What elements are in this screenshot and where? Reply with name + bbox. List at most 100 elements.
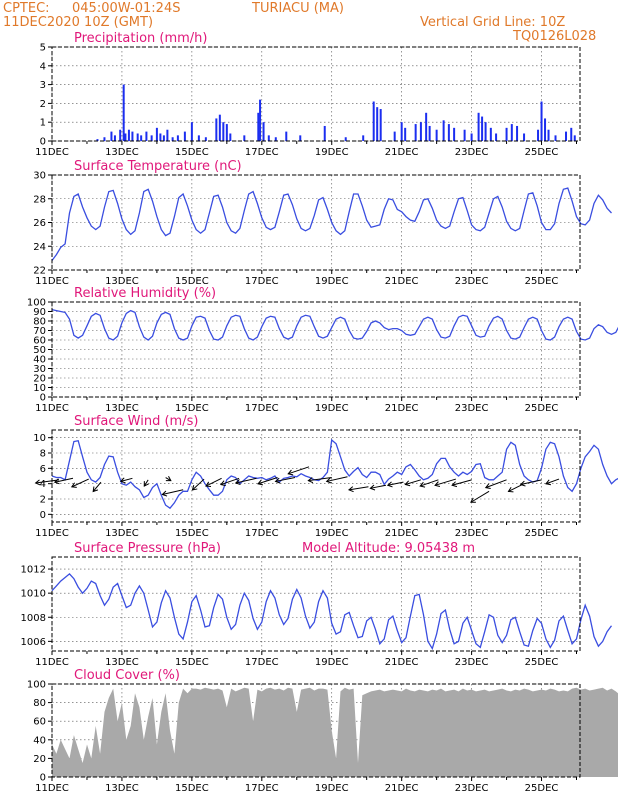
wind-vector-head xyxy=(234,479,241,486)
wind-vector xyxy=(92,481,102,492)
rh-title: Relative Humidity (%) xyxy=(74,286,216,301)
station-label: TURIACU (MA) xyxy=(252,1,344,16)
wind-vector-head xyxy=(386,481,393,488)
x-tick-label: 17DEC xyxy=(245,403,279,414)
pressure-line xyxy=(51,573,613,651)
precip-bar xyxy=(171,137,174,141)
x-tick-label: 19DEC xyxy=(315,276,349,287)
wind-vector xyxy=(485,479,507,489)
precip-bar xyxy=(447,124,450,141)
precip-bar xyxy=(110,131,113,141)
precip-bar xyxy=(274,137,277,141)
pressure-frame xyxy=(51,556,581,652)
wind-vector-head xyxy=(34,479,41,486)
y-tick-label: 1 xyxy=(40,118,46,129)
precip-bar xyxy=(323,125,326,141)
precip-bar xyxy=(453,127,456,141)
cloud-title: Cloud Cover (%) xyxy=(74,668,180,683)
wind-vector-head xyxy=(451,481,458,488)
x-tick-label: 13DEC xyxy=(105,528,139,539)
y-tick-label: 0 xyxy=(40,137,46,148)
x-tick-label: 21DEC xyxy=(385,783,419,794)
y-tick-label: 5 xyxy=(40,43,46,54)
x-tick-label: 13DEC xyxy=(105,276,139,287)
x-tick-label: 11DEC xyxy=(35,276,69,287)
precip-bar xyxy=(400,122,403,141)
precip-bar xyxy=(176,135,179,141)
wind-vector-head xyxy=(205,481,212,487)
precip-bar xyxy=(222,122,225,141)
precip-bar xyxy=(510,124,513,141)
y-tick-label: 2 xyxy=(40,495,46,506)
rh-frame xyxy=(51,301,581,398)
x-tick-label: 25DEC xyxy=(525,528,559,539)
wind-vector-head xyxy=(419,481,426,488)
precip-bar xyxy=(419,122,422,141)
x-tick-label: 23DEC xyxy=(455,147,489,158)
x-tick-label: 23DEC xyxy=(455,783,489,794)
y-tick-label: 10 xyxy=(33,433,46,444)
wind-vector-head xyxy=(434,481,441,488)
x-tick-label: 15DEC xyxy=(175,783,209,794)
precip-bar xyxy=(225,124,228,141)
wind-vector xyxy=(162,489,184,495)
wind-vector-head xyxy=(404,480,411,487)
precip-bar xyxy=(136,133,139,141)
x-tick-label: 15DEC xyxy=(175,147,209,158)
precip-bar xyxy=(215,118,218,141)
x-tick-label: 13DEC xyxy=(105,403,139,414)
wind-vector-head xyxy=(369,484,376,491)
precip-bar xyxy=(554,135,557,141)
wind-vector xyxy=(370,484,387,489)
grid-line-label: Vertical Grid Line: 10Z xyxy=(420,15,566,30)
precip-bar xyxy=(489,127,492,141)
wind-vector xyxy=(434,478,457,486)
precip-panel: 0 1 2 3 4 5 11DEC 13DEC 15DEC 17DEC 19DEC 21DEC 23DE… xyxy=(35,31,581,158)
source-label: CPTEC: xyxy=(3,1,50,16)
x-tick-label: 25DEC xyxy=(525,783,559,794)
precip-bar xyxy=(285,131,288,141)
precip-bar xyxy=(442,120,445,141)
cloud-panel: 0 20 40 60 80 100 11DEC 13DEC 15DEC 17DEC 19DEC 21D… xyxy=(27,668,618,794)
y-tick-label: 1006 xyxy=(21,637,46,648)
wind-vector xyxy=(545,478,560,485)
precip-bar xyxy=(257,112,260,141)
wind-vector xyxy=(192,478,205,491)
x-tick-label: 25DEC xyxy=(525,403,559,414)
wind-vector xyxy=(120,477,133,482)
precip-bar xyxy=(103,137,106,141)
precip-bar xyxy=(516,125,519,141)
y-tick-label: 70 xyxy=(33,326,46,337)
wind-vector xyxy=(520,479,542,486)
wind-vector-head xyxy=(70,482,77,488)
precip-bar xyxy=(140,135,143,141)
y-tick-label: 90 xyxy=(33,307,46,318)
precip-bar xyxy=(159,133,162,141)
wind-vector-head xyxy=(545,479,552,486)
precip-bar xyxy=(166,129,169,141)
precip-bar xyxy=(127,129,130,141)
wind-vector-head xyxy=(470,497,476,503)
wind-vector xyxy=(165,477,172,482)
x-tick-label: 15DEC xyxy=(175,403,209,414)
precip-bar xyxy=(379,109,382,141)
wind-vector-head xyxy=(484,483,491,490)
x-tick-label: 21DEC xyxy=(385,657,419,668)
x-tick-label: 21DEC xyxy=(385,147,419,158)
cloud-frame xyxy=(51,683,581,778)
x-tick-label: 19DEC xyxy=(315,657,349,668)
y-tick-label: 0 xyxy=(40,393,46,404)
wind-vector-head xyxy=(165,476,172,482)
y-tick-label: 100 xyxy=(27,680,46,691)
precip-bar xyxy=(573,135,576,141)
wind-vector xyxy=(348,486,369,491)
x-tick-label: 19DEC xyxy=(315,147,349,158)
x-tick-label: 19DEC xyxy=(315,528,349,539)
y-tick-label: 0 xyxy=(40,510,46,521)
y-tick-label: 80 xyxy=(33,317,46,328)
wind-vector xyxy=(35,479,60,484)
y-tick-label: 30 xyxy=(33,364,46,375)
precip-bar xyxy=(113,135,116,141)
wind-vector xyxy=(257,477,278,485)
